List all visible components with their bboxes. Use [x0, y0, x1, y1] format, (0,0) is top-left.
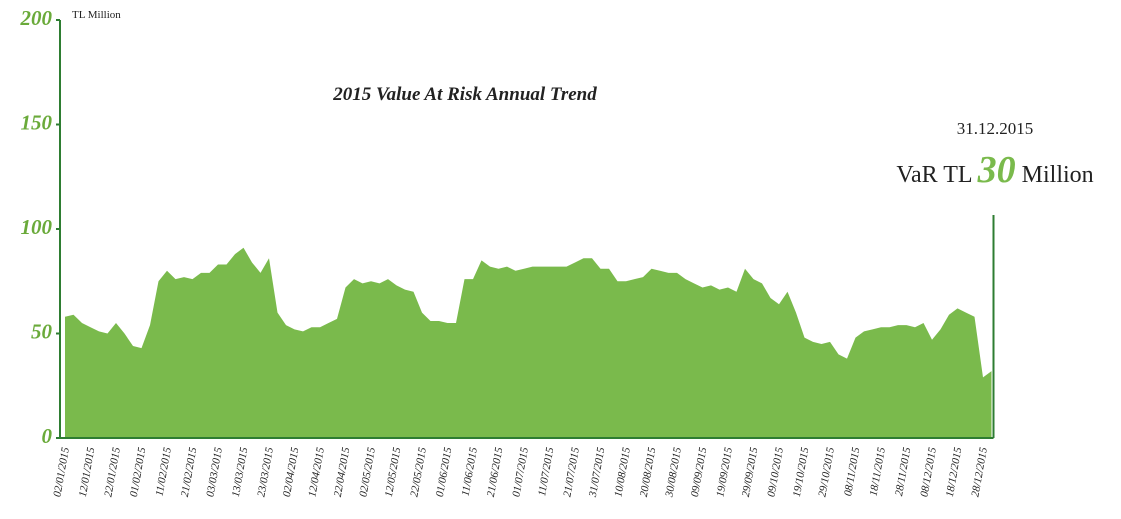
x-tick-label: 20/08/2015 [638, 446, 659, 498]
x-tick-label: 09/09/2015 [689, 446, 710, 498]
x-tick-label: 22/01/2015 [102, 446, 123, 498]
x-tick-label: 10/08/2015 [612, 446, 633, 498]
x-tick-label: 03/03/2015 [204, 446, 225, 498]
annotation-prefix: VaR TL [896, 162, 972, 188]
x-tick-label: 29/10/2015 [816, 446, 837, 498]
annotation-suffix: Million [1022, 162, 1094, 188]
x-tick-label: 09/10/2015 [765, 446, 786, 498]
x-tick-label: 08/12/2015 [918, 446, 939, 498]
x-tick-label: 08/11/2015 [842, 446, 862, 497]
y-tick-label: 0 [42, 424, 53, 448]
x-tick-label: 30/08/2015 [663, 446, 684, 499]
x-tick-label: 02/01/2015 [51, 446, 72, 498]
x-tick-label: 28/12/2015 [969, 446, 990, 498]
area [65, 247, 992, 438]
y-tick-label: 150 [21, 110, 53, 134]
annotation: VaR TL 30 Million [896, 149, 1093, 191]
x-tick-label: 23/03/2015 [255, 446, 276, 498]
x-tick-label: 28/11/2015 [893, 446, 913, 497]
x-tick-label: 21/07/2015 [561, 446, 582, 498]
x-tick-label: 31/07/2015 [587, 446, 608, 499]
annotation-date: 31.12.2015 [957, 119, 1034, 138]
x-tick-label: 19/10/2015 [791, 446, 812, 498]
x-tick-label: 01/06/2015 [434, 446, 455, 498]
y-tick-label: 200 [20, 6, 53, 30]
x-tick-label: 19/09/2015 [714, 446, 735, 498]
y-axis-label: TL Million [72, 9, 121, 21]
x-tick-label: 22/04/2015 [332, 446, 353, 498]
y-tick-label: 100 [21, 215, 53, 239]
x-tick-label: 18/12/2015 [944, 446, 965, 498]
x-tick-label: 11/02/2015 [154, 446, 174, 497]
x-tick-label: 21/02/2015 [179, 446, 200, 498]
x-tick-label: 29/09/2015 [740, 446, 761, 498]
x-tick-label: 11/06/2015 [460, 446, 480, 497]
x-tick-label: 22/05/2015 [408, 446, 429, 498]
x-tick-label: 02/04/2015 [281, 446, 302, 498]
x-tick-label: 12/01/2015 [77, 446, 98, 498]
x-tick-label: 01/07/2015 [510, 446, 531, 498]
x-tick-label: 12/05/2015 [383, 446, 404, 498]
x-tick-label: 18/11/2015 [868, 446, 888, 497]
x-tick-label: 01/02/2015 [128, 446, 149, 498]
annotation-value: 30 [977, 149, 1016, 191]
x-tick-label: 02/05/2015 [357, 446, 378, 498]
x-tick-label: 21/06/2015 [485, 446, 506, 498]
x-tick-label: 12/04/2015 [306, 446, 327, 498]
x-tick-label: 11/07/2015 [536, 446, 556, 497]
x-tick-label: 13/03/2015 [230, 446, 251, 498]
chart-title: 2015 Value At Risk Annual Trend [332, 84, 597, 105]
y-tick-label: 50 [31, 319, 53, 343]
